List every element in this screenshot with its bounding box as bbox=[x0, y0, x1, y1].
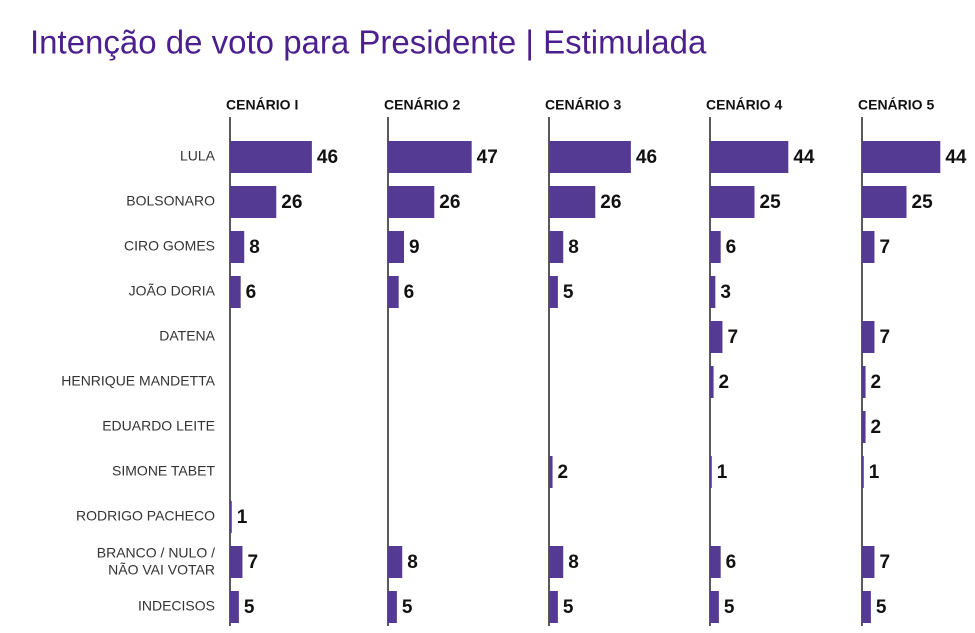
value-label: 5 bbox=[244, 597, 255, 618]
value-label: 5 bbox=[402, 597, 413, 618]
value-label: 6 bbox=[404, 282, 415, 303]
bar bbox=[710, 186, 755, 218]
bar bbox=[230, 141, 312, 173]
bar bbox=[388, 231, 405, 263]
legend-label: CENÁRIO I bbox=[226, 97, 298, 113]
value-label: 6 bbox=[726, 552, 737, 573]
bar bbox=[388, 546, 403, 578]
value-label: 6 bbox=[246, 282, 257, 303]
value-label: 7 bbox=[879, 327, 890, 348]
value-label: 8 bbox=[568, 552, 579, 573]
bar bbox=[549, 141, 631, 173]
value-label: 8 bbox=[407, 552, 418, 573]
value-label: 46 bbox=[317, 147, 338, 168]
value-label: 7 bbox=[247, 552, 258, 573]
bar bbox=[230, 591, 239, 623]
value-label: 5 bbox=[563, 597, 574, 618]
value-label: 2 bbox=[719, 372, 730, 393]
bar bbox=[710, 321, 723, 353]
value-label: 5 bbox=[563, 282, 574, 303]
bar bbox=[710, 141, 789, 173]
bar bbox=[710, 231, 721, 263]
category-label: LULA bbox=[180, 148, 216, 164]
value-label: 44 bbox=[793, 147, 815, 168]
bar bbox=[862, 141, 941, 173]
bar bbox=[862, 411, 866, 443]
bar bbox=[710, 591, 719, 623]
value-label: 26 bbox=[600, 192, 621, 213]
bar bbox=[388, 141, 472, 173]
legend-label: CENÁRIO 3 bbox=[545, 97, 621, 113]
legend-label: CENÁRIO 4 bbox=[706, 97, 782, 113]
value-label: 1 bbox=[717, 462, 728, 483]
value-label: 46 bbox=[636, 147, 657, 168]
bar bbox=[388, 591, 397, 623]
value-label: 8 bbox=[568, 237, 579, 258]
value-label: 25 bbox=[760, 192, 782, 213]
bar bbox=[862, 321, 875, 353]
bar bbox=[549, 231, 564, 263]
category-label: JOÃO DORIA bbox=[129, 283, 216, 299]
value-label: 1 bbox=[237, 507, 248, 528]
bar bbox=[862, 186, 907, 218]
value-label: 8 bbox=[249, 237, 260, 258]
value-label: 2 bbox=[871, 417, 882, 438]
bar bbox=[549, 591, 558, 623]
category-label: RODRIGO PACHECO bbox=[76, 508, 215, 524]
bar bbox=[710, 276, 716, 308]
value-label: 26 bbox=[281, 192, 302, 213]
value-label: 1 bbox=[869, 462, 880, 483]
category-label: CIRO GOMES bbox=[124, 238, 215, 254]
value-label: 2 bbox=[558, 462, 569, 483]
category-label: BOLSONARO bbox=[126, 193, 215, 209]
value-label: 5 bbox=[724, 597, 735, 618]
chart-title: Intenção de voto para Presidente | Estim… bbox=[30, 24, 707, 61]
category-label: SIMONE TABET bbox=[112, 463, 215, 479]
category-label: INDECISOS bbox=[138, 598, 215, 614]
value-label: 5 bbox=[876, 597, 887, 618]
bar bbox=[388, 186, 435, 218]
bar bbox=[862, 231, 875, 263]
value-label: 2 bbox=[871, 372, 882, 393]
bar bbox=[710, 456, 712, 488]
legend-label: CENÁRIO 5 bbox=[858, 97, 934, 113]
bar bbox=[862, 546, 875, 578]
bar bbox=[230, 186, 277, 218]
value-label: 3 bbox=[720, 282, 731, 303]
value-label: 6 bbox=[726, 237, 737, 258]
bar bbox=[862, 591, 871, 623]
value-label: 7 bbox=[879, 552, 890, 573]
bar bbox=[230, 276, 241, 308]
bar bbox=[549, 546, 564, 578]
category-label: HENRIQUE MANDETTA bbox=[61, 373, 215, 389]
value-label: 7 bbox=[879, 237, 890, 258]
bar bbox=[549, 186, 596, 218]
bar bbox=[862, 456, 864, 488]
bar bbox=[230, 231, 245, 263]
bar bbox=[862, 366, 866, 398]
bar bbox=[710, 546, 721, 578]
legend-label: CENÁRIO 2 bbox=[384, 97, 460, 113]
category-label: EDUARDO LEITE bbox=[102, 418, 215, 434]
category-label: BRANCO / NULO / NÃO VAI VOTAR bbox=[97, 544, 215, 577]
bar bbox=[549, 276, 558, 308]
category-label: DATENA bbox=[159, 328, 215, 344]
value-label: 44 bbox=[945, 147, 967, 168]
bar bbox=[230, 546, 243, 578]
value-label: 7 bbox=[727, 327, 738, 348]
bar bbox=[710, 366, 714, 398]
value-label: 25 bbox=[912, 192, 934, 213]
value-label: 9 bbox=[409, 237, 420, 258]
value-label: 26 bbox=[439, 192, 460, 213]
value-label: 47 bbox=[477, 147, 498, 168]
bar bbox=[549, 456, 553, 488]
bar bbox=[388, 276, 399, 308]
bar bbox=[230, 501, 232, 533]
